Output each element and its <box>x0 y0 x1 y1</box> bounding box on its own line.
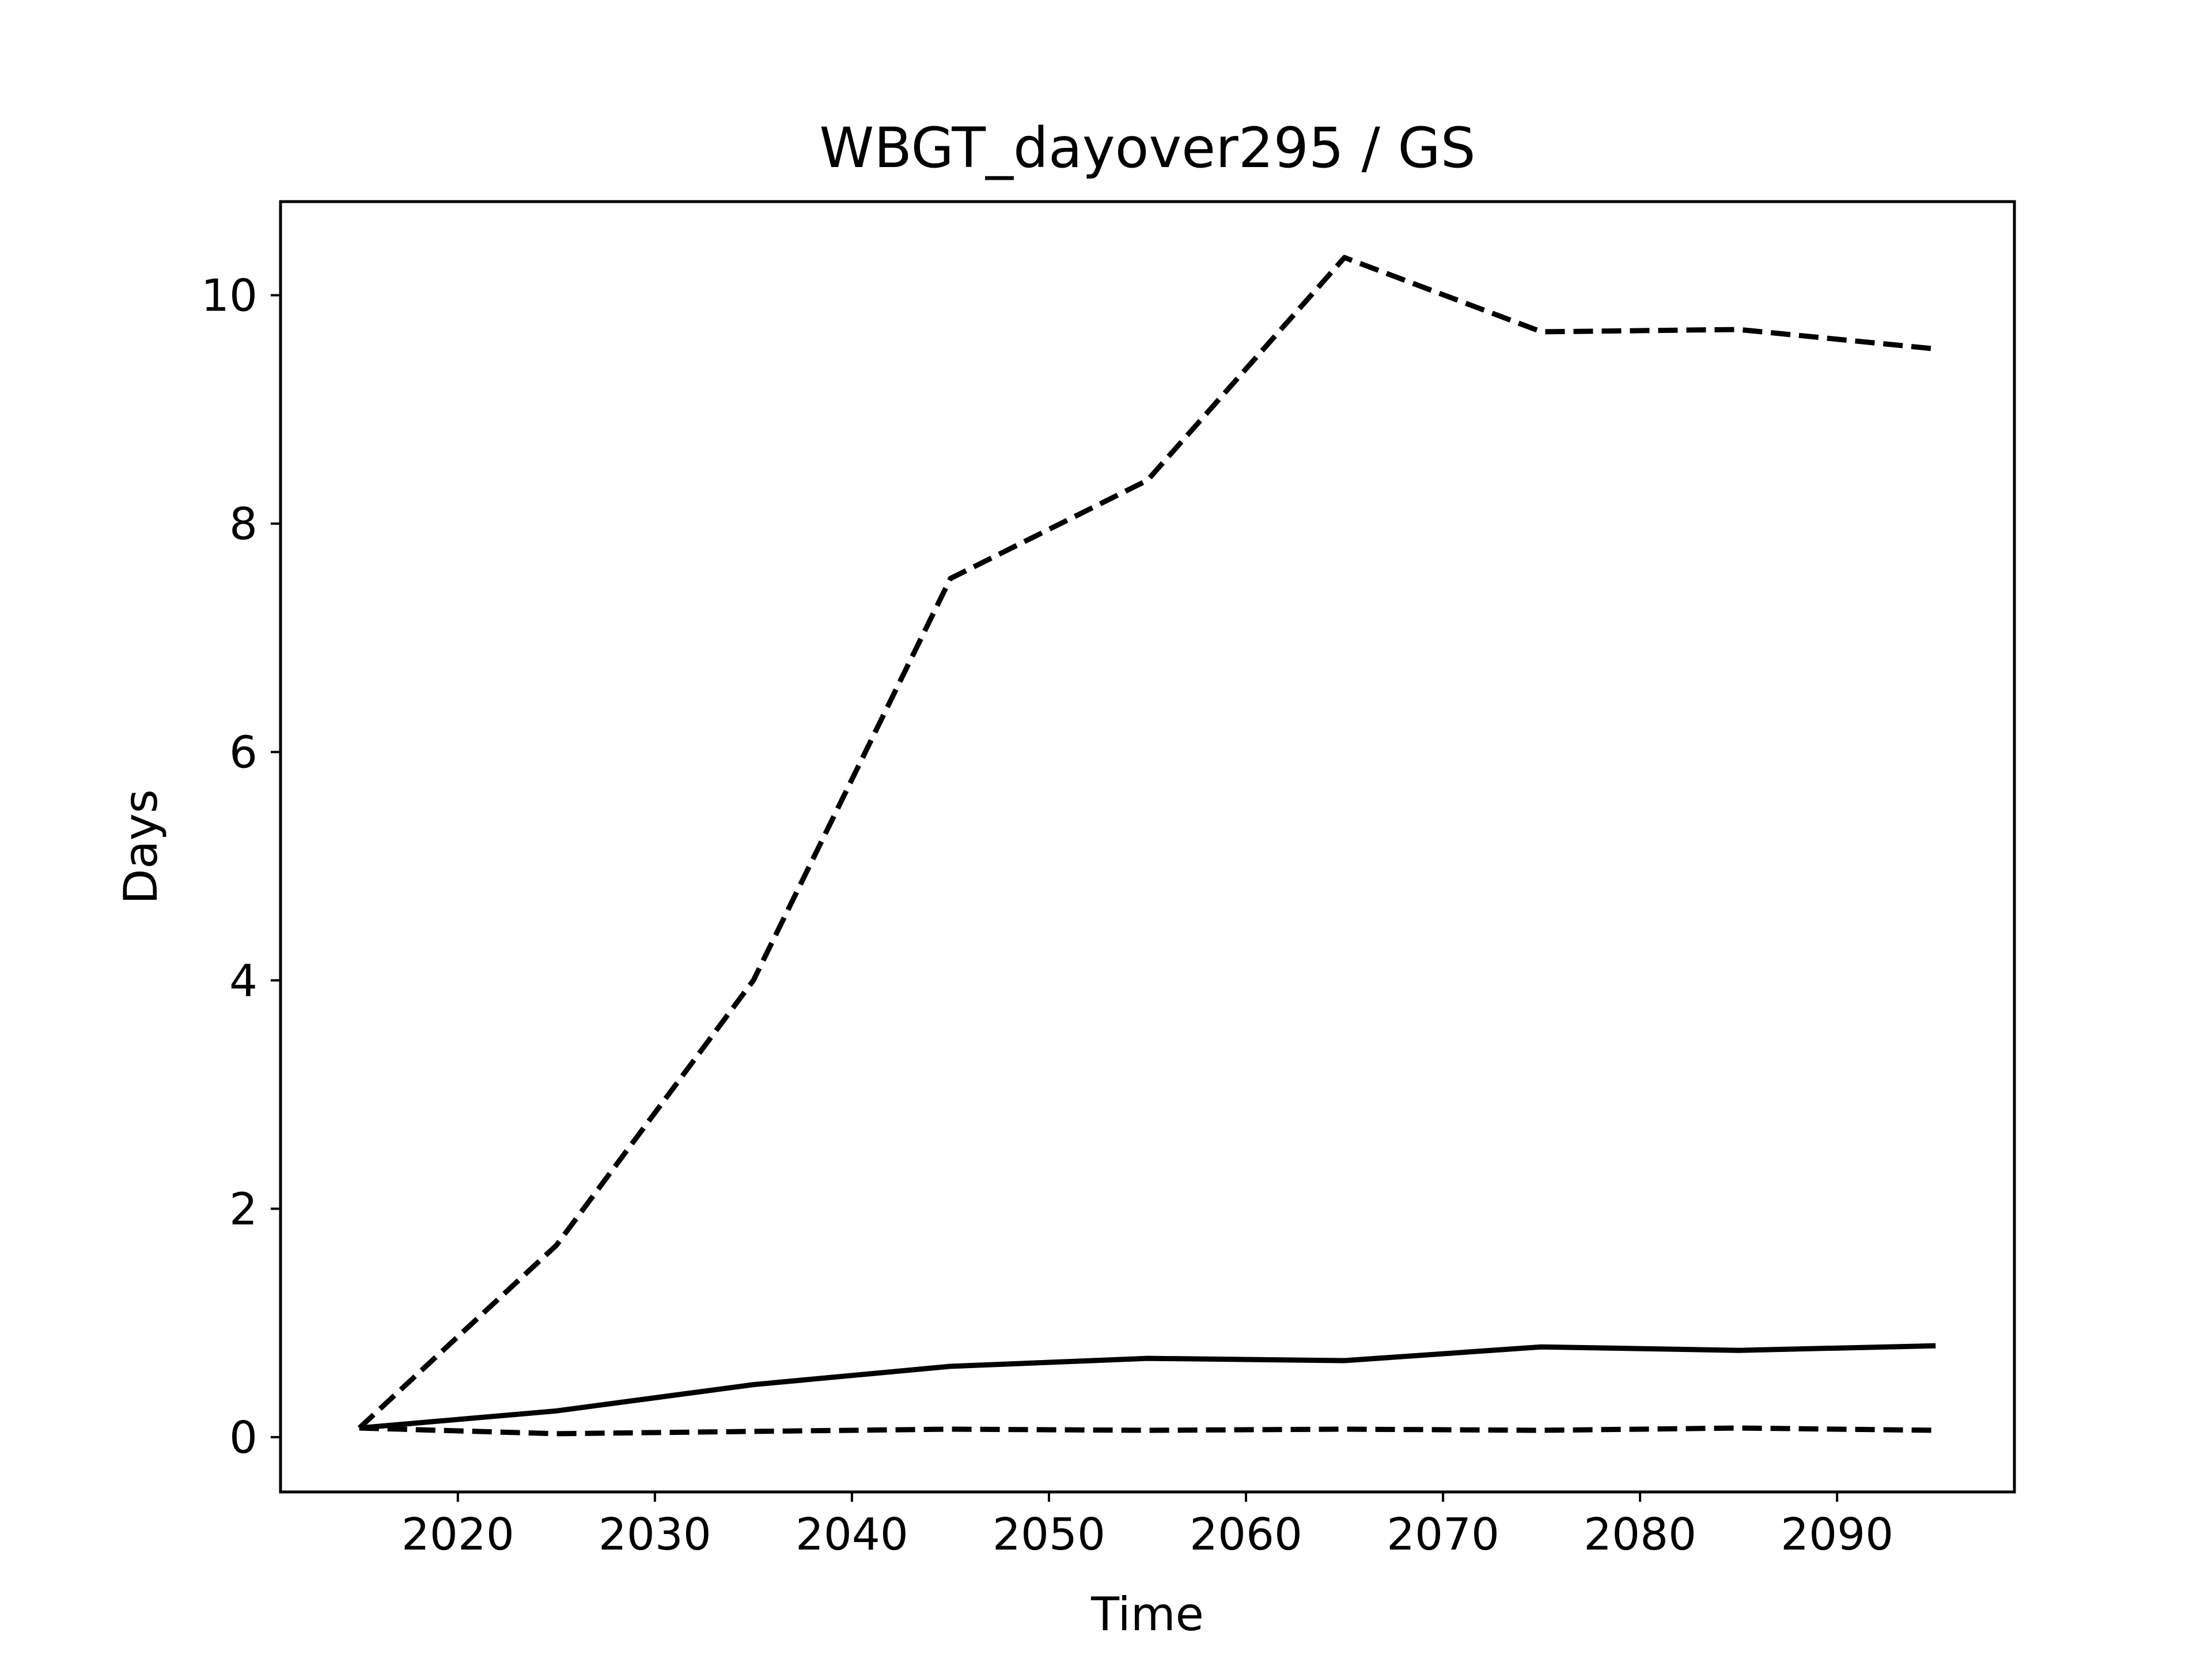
x-tick-label: 2090 <box>1781 1509 1893 1560</box>
x-tick-label: 2040 <box>796 1509 908 1560</box>
y-tick-label: 8 <box>229 499 257 550</box>
x-tick-label: 2030 <box>599 1509 711 1560</box>
x-tick-label: 2080 <box>1584 1509 1696 1560</box>
plot-area <box>357 255 1936 1437</box>
y-tick-label: 6 <box>229 727 257 778</box>
axes-frame <box>279 200 2016 1494</box>
x-tick-label: 2070 <box>1387 1509 1499 1560</box>
series-line-1 <box>357 255 1936 1430</box>
x-axis-label: Time <box>1090 1588 1204 1641</box>
chart-title: WBGT_dayover295 / GS <box>819 116 1475 180</box>
y-tick-label: 10 <box>201 271 257 322</box>
x-tick-label: 2050 <box>993 1509 1105 1560</box>
x-axis: 2020 2030 2040 2050 2060 2070 2080 2090 <box>402 1492 1893 1560</box>
series-line-3 <box>359 1425 1936 1437</box>
x-tick-label: 2060 <box>1190 1509 1302 1560</box>
y-axis-label: Days <box>114 789 168 904</box>
y-tick-label: 0 <box>229 1412 257 1464</box>
y-tick-label: 2 <box>229 1184 257 1235</box>
x-tick-label: 2020 <box>402 1509 514 1560</box>
y-axis: 0 2 4 6 8 10 <box>201 271 281 1464</box>
series-line-2 <box>359 1343 1936 1431</box>
y-tick-label: 4 <box>229 956 257 1007</box>
